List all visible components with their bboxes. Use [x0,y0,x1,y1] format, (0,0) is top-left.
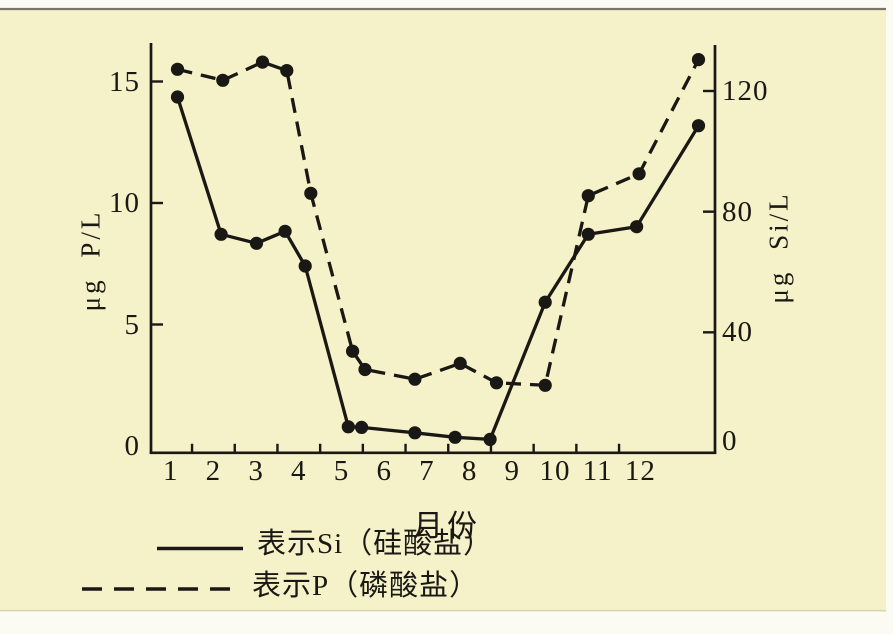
data-point-p [255,55,270,69]
data-point-p [408,372,422,386]
x-axis-tick-label: 1 [162,455,179,487]
legend-label-si: 表示Si（硅酸盐） [257,528,494,560]
data-point-si [355,420,369,434]
data-point-si [170,90,185,104]
x-axis-tick-label: 11 [582,455,613,487]
x-axis-tick-label: 4 [291,455,307,487]
data-point-si [483,432,497,446]
right-axis-tick-label: 80 [722,195,753,228]
series-line-p [177,58,700,387]
legend-label-p: 表示P（磷酸盐） [252,570,480,602]
data-point-si [408,426,422,440]
data-point-p [453,356,467,370]
data-point-si [249,236,264,250]
page-paper [0,10,886,611]
x-axis-tick-label: 9 [504,455,521,487]
data-point-si [341,420,355,434]
left-axis-tick-label: 10 [109,187,140,219]
x-axis-tick-label: 3 [248,455,264,487]
x-axis-tick-label: 6 [376,455,392,487]
data-point-si [298,259,312,273]
left-axis-tick-label: 0 [124,430,140,462]
left-axis-tick-label: 15 [109,65,140,98]
x-axis-tick-label: 8 [461,455,478,487]
left-axis-tick-label: 5 [124,308,140,341]
data-point-p [216,73,230,87]
data-point-si [630,220,644,234]
data-point-si [278,224,292,238]
data-point-p [538,378,552,392]
right-axis-tick-label: 120 [722,74,769,107]
data-point-p [170,62,185,76]
left-axis-title: μg P/L [75,209,106,312]
x-axis-tick-label: 7 [419,455,435,487]
right-axis-tick-label: 0 [722,425,738,457]
data-point-p [304,186,318,200]
data-point-p [489,376,504,390]
data-point-si [581,227,595,241]
x-axis-tick-label: 2 [205,455,222,487]
data-point-si [448,430,462,444]
x-axis-title: 月份 [413,510,481,543]
data-point-p [632,167,646,181]
data-point-p [581,189,595,203]
data-point-p [280,64,294,78]
x-axis-tick-label: 10 [539,455,571,487]
data-point-si [538,295,552,309]
data-point-si [214,227,228,241]
x-axis-tick-label: 5 [333,455,350,487]
data-point-p [691,53,706,67]
data-point-p [346,344,360,358]
data-point-p [358,362,372,377]
data-point-si [691,119,706,133]
right-axis-tick-label: 40 [722,316,753,349]
x-axis-tick-label: 12 [624,455,656,487]
